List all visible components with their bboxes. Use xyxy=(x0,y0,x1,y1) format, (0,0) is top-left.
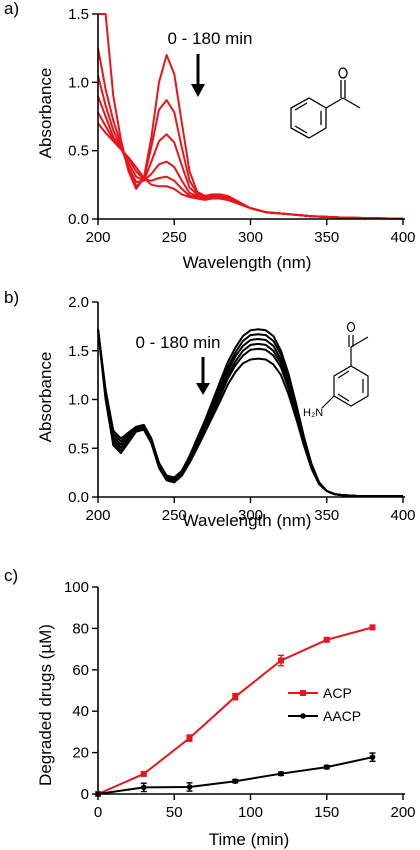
data-point-acp xyxy=(323,636,330,643)
aminoacetophenone-structure-icon xyxy=(321,321,369,409)
legend-entry-aacp: AACP xyxy=(288,708,361,724)
chart1-x-tick-label: 200 xyxy=(85,507,110,524)
spectrum-line-a-5 xyxy=(97,122,404,220)
legend-aacp-label: AACP xyxy=(323,708,361,724)
spectrum-line-b-5 xyxy=(97,329,403,497)
panel-a-curves xyxy=(97,13,404,220)
chart2-y-tick-label: 20 xyxy=(72,745,89,762)
panel-a-absorbance-chart: a) 200 250 300 350 400 0.0 0.5 1.0 1.5 0 - 180 m… xyxy=(4,0,416,272)
panel-a-time-annotation: 0 - 180 min xyxy=(167,29,252,48)
data-point-aacp xyxy=(186,784,193,790)
panel-b-x-axis-label: Wavelength (nm) xyxy=(183,511,312,530)
chart1-y-tick-label: 0.5 xyxy=(68,440,89,457)
chart1-y-tick-label: 2.0 xyxy=(68,294,89,311)
chart1-x-tick-label: 250 xyxy=(162,507,187,524)
spectrum-line-a-2 xyxy=(97,75,404,220)
legend-acp-marker xyxy=(300,690,306,696)
chart2-y-tick-label: 0 xyxy=(81,786,89,803)
spectrum-line-b-0 xyxy=(97,328,403,497)
panel-b-axes: 200 250 300 350 400 0.0 0.5 1.0 1.5 2.0 xyxy=(68,294,415,524)
panel-b-label: b) xyxy=(4,288,19,307)
spectrum-line-b-1 xyxy=(97,329,403,497)
chart0-x-tick-label: 350 xyxy=(314,229,339,246)
chart1-y-tick-label: 1.5 xyxy=(68,343,89,360)
data-point-acp xyxy=(278,657,284,664)
spectrum-line-a-4 xyxy=(97,111,404,220)
chart2-x-tick-label: 100 xyxy=(238,804,263,821)
panel-c-series xyxy=(95,624,376,797)
data-point-aacp xyxy=(95,791,101,797)
spectrum-line-b-2 xyxy=(97,329,403,497)
data-point-aacp xyxy=(140,784,147,791)
chart0-x-tick-label: 400 xyxy=(390,229,415,246)
data-point-aacp xyxy=(323,764,330,770)
chart0-x-tick-label: 200 xyxy=(85,229,110,246)
chart2-x-tick-label: 0 xyxy=(94,804,102,821)
panel-a-x-axis-label: Wavelength (nm) xyxy=(183,253,312,272)
chart2-x-tick-label: 200 xyxy=(390,804,415,821)
panel-a-arrow-icon xyxy=(191,54,205,97)
spectrum-line-a-1 xyxy=(97,48,404,220)
chart0-x-tick-label: 300 xyxy=(238,229,263,246)
panel-b-y-axis-label: Absorbance xyxy=(36,352,55,443)
data-point-aacp xyxy=(278,770,284,777)
chart1-y-tick-label: 0.0 xyxy=(68,489,89,506)
chart0-y-tick-label: 1.0 xyxy=(68,74,89,91)
acetophenone-structure-icon xyxy=(290,67,361,139)
panel-c-y-axis-label: Degraded drugs (µM) xyxy=(36,624,55,786)
data-point-acp xyxy=(186,735,193,742)
panel-c-legend: ACP AACP xyxy=(288,685,361,724)
chart0-y-tick-label: 0.0 xyxy=(68,211,89,228)
panel-c-degradation-chart: c) 0 50 100 150 200 0 20 40 60 80 100 Time (min) D… xyxy=(4,566,416,849)
panel-c-x-axis-label: Time (min) xyxy=(209,830,290,849)
panel-c-label: c) xyxy=(4,566,18,585)
chart1-x-tick-label: 400 xyxy=(390,507,415,524)
chart2-x-tick-label: 50 xyxy=(166,804,183,821)
panel-a-y-axis-label: Absorbance xyxy=(36,68,55,159)
panel-a-axes: 200 250 300 350 400 0.0 0.5 1.0 1.5 xyxy=(68,6,415,246)
chart2-y-tick-label: 60 xyxy=(72,662,89,679)
data-point-acp xyxy=(369,624,376,631)
legend-entry-acp: ACP xyxy=(288,685,352,701)
spectrum-line-b-4 xyxy=(97,329,403,497)
chart1-x-tick-label: 350 xyxy=(314,507,339,524)
amine-group-label: H₂N xyxy=(303,407,323,419)
legend-acp-label: ACP xyxy=(323,685,352,701)
chart2-y-tick-label: 40 xyxy=(72,703,89,720)
chart2-y-tick-label: 80 xyxy=(72,620,89,637)
chart2-x-tick-label: 150 xyxy=(314,804,339,821)
panel-c-axes: 0 50 100 150 200 0 20 40 60 80 100 xyxy=(64,579,416,821)
panel-b-curves xyxy=(97,328,403,497)
chart2-y-tick-label: 100 xyxy=(64,579,89,596)
data-point-acp xyxy=(140,770,147,777)
chart0-x-tick-label: 250 xyxy=(162,229,187,246)
chart0-y-tick-label: 0.5 xyxy=(68,143,89,160)
panel-a-label: a) xyxy=(4,0,19,18)
legend-aacp-marker xyxy=(300,713,306,719)
panel-b-time-annotation: 0 - 180 min xyxy=(135,333,220,352)
data-point-aacp xyxy=(369,754,376,760)
spectrum-line-a-3 xyxy=(97,95,404,220)
data-point-aacp xyxy=(232,778,239,784)
spectrum-line-b-3 xyxy=(97,329,403,497)
chart1-y-tick-label: 1.0 xyxy=(68,392,89,409)
chart1-x-tick-label: 300 xyxy=(238,507,263,524)
chart0-y-tick-label: 1.5 xyxy=(68,6,89,23)
panel-b-absorbance-chart: b) 200 250 300 350 400 0.0 0.5 1.0 1.5 2.0 0 - 18… xyxy=(4,288,416,530)
data-point-acp xyxy=(232,693,239,700)
panel-b-arrow-icon xyxy=(196,357,210,395)
